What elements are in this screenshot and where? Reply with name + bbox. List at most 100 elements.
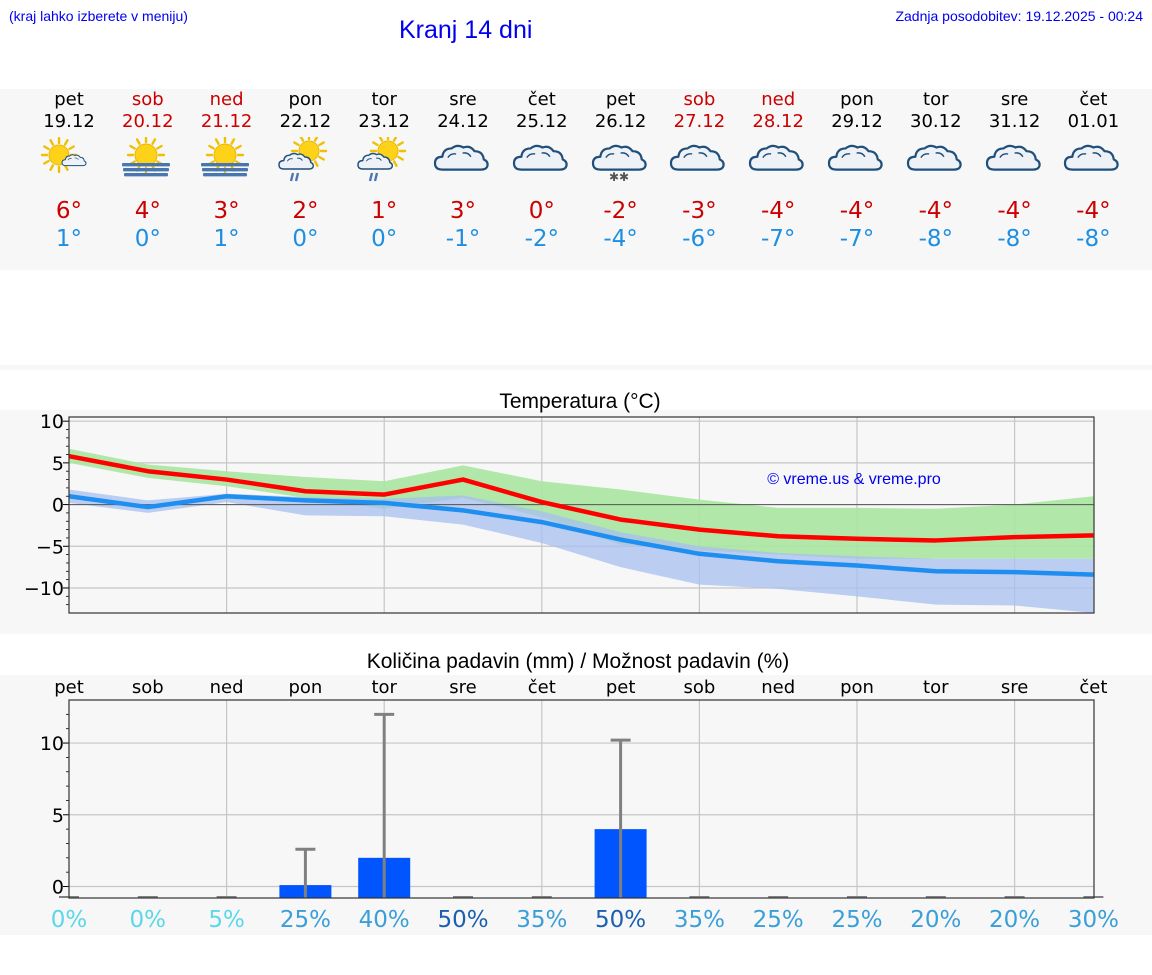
min-temperature: 0°	[292, 226, 319, 252]
precipitation-x-label: pet	[606, 677, 636, 698]
day-column: tor 30.12 -4° -8°	[896, 89, 976, 253]
day-column: tor 23.12 1° 0°	[344, 89, 424, 253]
day-column: ned 28.12 -4° -7°	[738, 89, 818, 253]
day-column: ned 21.12 3° 1°	[187, 89, 267, 253]
temperature-y-tick-label: 0	[52, 495, 64, 517]
precipitation-x-label: pon	[288, 677, 322, 698]
day-date: 31.12	[988, 111, 1041, 132]
min-temperature: -2°	[524, 226, 560, 252]
temperature-plot-frame	[68, 416, 1095, 614]
precipitation-x-label: pet	[54, 677, 84, 698]
cloudy-icon	[423, 133, 503, 195]
day-date: 21.12	[200, 111, 253, 132]
min-temperature: -6°	[682, 226, 717, 252]
day-name: pon	[840, 89, 874, 110]
max-temperature: -3°	[682, 198, 717, 224]
day-name: pon	[288, 89, 323, 110]
temperature-y-tick-label: −5	[36, 536, 64, 558]
min-temperature-range-band	[69, 489, 1094, 613]
max-temperature: 3°	[213, 198, 240, 224]
precipitation-probability-label: 25%	[280, 907, 331, 933]
day-name: sre	[449, 89, 477, 110]
max-temperature: -2°	[603, 198, 638, 224]
precipitation-y-tick-label: 0	[52, 877, 64, 899]
min-temperature: -8°	[1076, 226, 1111, 252]
precipitation-probability-label: 25%	[753, 907, 804, 933]
precipitation-x-label: ned	[210, 677, 244, 698]
cloudy-icon	[975, 133, 1055, 195]
precipitation-probability-label: 0%	[130, 907, 167, 933]
day-column: pon 22.12 2° 0°	[265, 89, 345, 253]
min-temperature: 1°	[55, 226, 83, 252]
max-temperature-range-band	[69, 448, 1094, 559]
temperature-y-tick-label: 10	[40, 411, 64, 433]
day-date: 22.12	[279, 111, 332, 132]
cloudy-icon	[896, 133, 976, 195]
cloudy-icon	[1053, 133, 1133, 195]
precipitation-probability-label: 35%	[674, 907, 725, 933]
day-name: sob	[683, 89, 716, 110]
cloudy-icon	[659, 133, 739, 195]
last-updated: Zadnja posodobitev: 19.12.2025 - 00:24	[895, 8, 1143, 24]
temperature-y-tick-label: −10	[24, 578, 64, 600]
day-name: sob	[131, 89, 164, 110]
day-column: sob 27.12 -3° -6°	[659, 89, 739, 253]
max-temperature: 2°	[292, 198, 319, 224]
max-temperature: -4°	[1076, 198, 1111, 224]
precipitation-probability-label: 35%	[516, 907, 567, 933]
precipitation-x-label: pon	[840, 677, 874, 698]
sun-fog-icon	[187, 133, 267, 195]
day-date: 01.01	[1067, 111, 1120, 132]
max-temperature: -4°	[918, 198, 954, 224]
precipitation-probability-label: 20%	[989, 907, 1040, 933]
day-date: 25.12	[516, 111, 568, 132]
copyright-watermark: © vreme.us & vreme.pro	[767, 471, 941, 488]
day-column: sre 31.12 -4° -8°	[975, 89, 1055, 253]
min-temperature-line	[68, 493, 1094, 577]
precipitation-x-label: čet	[528, 677, 556, 698]
min-temperature: -8°	[997, 226, 1032, 252]
day-name: ned	[761, 89, 796, 110]
min-temperature: -7°	[839, 226, 875, 252]
precipitation-probability-label: 40%	[359, 907, 410, 933]
day-column: pet 19.12 6° 1°	[29, 89, 109, 253]
precipitation-probability-label: 25%	[831, 907, 882, 933]
min-temperature: 0°	[371, 226, 398, 252]
sun-cloud-rain-icon	[265, 133, 345, 195]
day-column: sob 20.12 4° 0°	[108, 89, 188, 253]
max-temperature: -4°	[997, 198, 1032, 224]
max-temperature: 6°	[55, 198, 83, 224]
precipitation-plot-frame	[68, 699, 1095, 899]
precipitation-x-label: sob	[683, 677, 715, 698]
min-temperature: -4°	[603, 226, 638, 252]
svg-text:✱✱: ✱✱	[609, 170, 629, 184]
day-column: sre 24.12 3° -1°	[423, 89, 503, 253]
max-temperature-line	[68, 453, 1094, 543]
forecast-strip-background	[0, 89, 1152, 270]
max-temperature: 3°	[449, 198, 477, 224]
day-date: 29.12	[831, 111, 883, 132]
day-date: 28.12	[752, 111, 804, 132]
day-name: sre	[1000, 89, 1029, 110]
precipitation-probability-label: 50%	[595, 907, 646, 933]
separator-line	[0, 365, 1152, 370]
max-temperature: -4°	[760, 198, 796, 224]
min-temperature: 0°	[134, 226, 161, 252]
precipitation-x-label: sre	[1001, 677, 1028, 698]
day-name: ned	[209, 89, 244, 110]
cloudy-snow-icon: ✱✱	[581, 133, 661, 195]
day-date: 24.12	[437, 111, 489, 132]
max-temperature: 0°	[528, 198, 555, 224]
temperature-y-tick-label: 5	[52, 453, 64, 475]
max-temperature: -4°	[839, 198, 875, 224]
precipitation-chart-title: Količina padavin (mm) / Možnost padavin …	[367, 650, 790, 673]
max-temperature: 1°	[371, 198, 398, 224]
precipitation-x-label: ned	[761, 677, 795, 698]
precipitation-probability-label: 0%	[51, 907, 88, 933]
sun-cloud-icon	[29, 133, 109, 195]
day-name: tor	[371, 89, 397, 110]
day-name: pet	[605, 89, 636, 110]
min-temperature: -7°	[760, 226, 796, 252]
precipitation-probability-label: 50%	[437, 907, 488, 933]
sun-cloud-rain-icon	[344, 133, 424, 195]
